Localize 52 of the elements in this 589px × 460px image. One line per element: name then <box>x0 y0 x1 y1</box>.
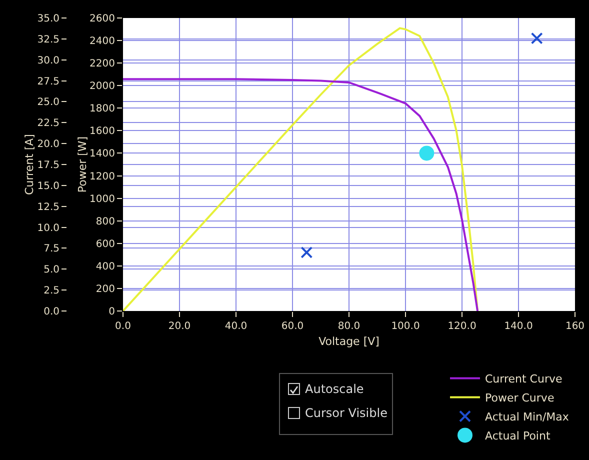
x-tick-label: 40.0 <box>224 321 248 332</box>
y2-tick-label: 22.5 <box>37 118 60 130</box>
y2-tick-label: 10.0 <box>37 222 60 234</box>
point <box>530 32 543 44</box>
y-tick-label: 800 <box>96 216 115 228</box>
y-tick-label: 2200 <box>90 58 115 70</box>
y2-tick-label: 12.5 <box>37 202 60 213</box>
y-tick-label: 2400 <box>90 36 115 48</box>
y2-tick-label: 2.5 <box>44 286 60 297</box>
y2-tick-label: 5.0 <box>44 264 60 276</box>
x-tick-label: 20.0 <box>168 321 191 332</box>
text: Autoscale <box>305 382 364 396</box>
y-tick-label: 400 <box>96 261 115 272</box>
y2-tick-label: 35.0 <box>37 14 60 24</box>
y2-tick-label: 32.5 <box>37 34 60 46</box>
x-tick-label: 60.0 <box>281 321 304 332</box>
y2-tick-label: 17.5 <box>37 160 60 171</box>
y-tick-label: 1000 <box>90 194 115 205</box>
y-tick-label: 200 <box>96 284 115 295</box>
y-tick-label: 1600 <box>90 126 115 138</box>
x-tick-label: 100.0 <box>391 321 420 332</box>
y2-tick-label: 0.0 <box>44 306 60 318</box>
y-tick-label: 2000 <box>90 81 115 92</box>
y-tick-label: 0 <box>108 306 115 318</box>
legend-label: Power Curve <box>485 392 554 405</box>
x-tick-label: 120.0 <box>448 321 476 332</box>
x-tick-label: 0.0 <box>115 321 131 332</box>
y2-axis-title: Current [A] <box>22 134 36 195</box>
y2-tick-label: 20.0 <box>37 139 60 150</box>
point <box>419 146 434 161</box>
y-tick-label: 1800 <box>90 104 115 115</box>
y-tick-label: 600 <box>96 238 115 250</box>
y2-tick-label: 30.0 <box>37 55 60 66</box>
y2-tick-label: 25.0 <box>37 97 60 108</box>
y2-tick-label: 27.5 <box>37 76 60 88</box>
x-tick-label: 160 <box>565 321 585 332</box>
legend-label: Actual Min/Max <box>485 410 570 424</box>
x-tick-label: 80.0 <box>338 321 360 332</box>
line-series <box>123 78 479 311</box>
x-axis-title: Voltage [V] <box>318 335 380 348</box>
legend-label: Current Curve <box>485 372 562 386</box>
y2-tick-label: 7.5 <box>44 244 60 255</box>
y-axis-title: Power [W] <box>76 136 90 193</box>
point <box>300 246 313 258</box>
text: Cursor Visible <box>305 406 388 420</box>
y2-tick-label: 15.0 <box>37 180 60 192</box>
y-tick-label: 2600 <box>90 14 115 24</box>
y-tick-label: 1400 <box>90 148 115 160</box>
legend-label: Actual Point <box>485 430 551 443</box>
y-tick-label: 1200 <box>90 171 115 182</box>
line-series <box>123 27 479 311</box>
x-tick-label: 140.0 <box>504 321 533 332</box>
